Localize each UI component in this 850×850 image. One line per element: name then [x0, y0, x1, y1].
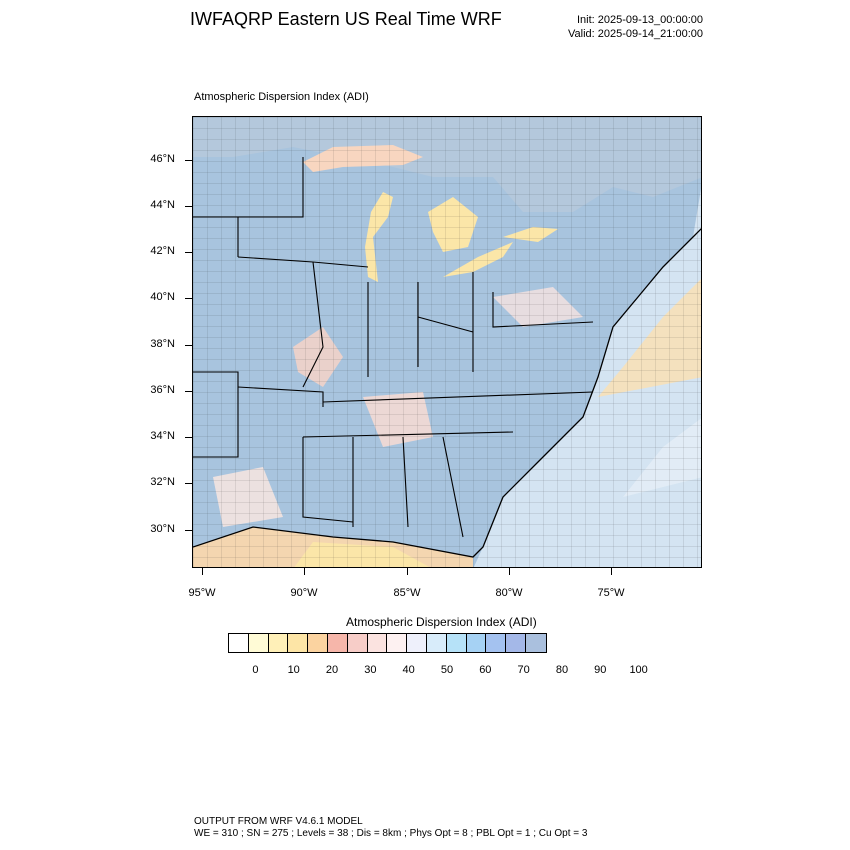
lon-label: 75°W	[597, 587, 625, 599]
colorbar-title: Atmospheric Dispersion Index (ADI)	[346, 615, 537, 629]
lat-tick	[185, 483, 192, 484]
colorbar-swatch	[327, 634, 348, 652]
lat-tick	[185, 252, 192, 253]
lon-tick	[611, 568, 612, 575]
colorbar-swatch	[268, 634, 289, 652]
lat-label: 32°N	[150, 476, 175, 488]
lat-tick	[185, 530, 192, 531]
lon-tick	[407, 568, 408, 575]
colorbar-swatch	[248, 634, 269, 652]
lat-label: 44°N	[150, 199, 175, 211]
lat-tick	[185, 437, 192, 438]
colorbar-label: 80	[555, 664, 569, 676]
colorbar-swatch	[367, 634, 388, 652]
colorbar-swatch	[229, 634, 249, 652]
init-time: Init: 2025-09-13_00:00:00	[577, 14, 703, 26]
lat-tick	[185, 160, 192, 161]
footer-line-1: OUTPUT FROM WRF V4.6.1 MODEL	[194, 816, 363, 827]
county-lines	[193, 117, 701, 567]
lat-tick	[185, 298, 192, 299]
time-info: Init: 2025-09-13_00:00:00 Valid: 2025-09…	[568, 13, 703, 41]
colorbar-label: 90	[594, 664, 607, 676]
colorbar-label: 50	[440, 664, 454, 676]
lat-label: 34°N	[150, 430, 175, 442]
lat-label: 46°N	[150, 153, 175, 165]
lat-label: 40°N	[150, 291, 175, 303]
lat-label: 36°N	[150, 384, 175, 396]
colorbar-label: 70	[517, 664, 530, 676]
lat-tick	[185, 206, 192, 207]
colorbar-swatch	[288, 634, 309, 652]
colorbar-label: 10	[287, 664, 300, 676]
lat-tick	[185, 391, 192, 392]
lat-label: 30°N	[150, 523, 175, 535]
colorbar-swatch	[387, 634, 408, 652]
coastline	[193, 228, 701, 558]
lon-label: 95°W	[188, 587, 216, 599]
colorbar-swatch	[446, 634, 467, 652]
valid-time: Valid: 2025-09-14_21:00:00	[568, 28, 703, 40]
colorbar-swatch	[506, 634, 526, 652]
map-panel	[192, 116, 702, 568]
lon-label: 85°W	[393, 587, 421, 599]
colorbar-label: 100	[629, 664, 648, 676]
colorbar-label: 20	[325, 664, 339, 676]
lon-tick	[509, 568, 510, 575]
colorbar-swatch	[347, 634, 368, 652]
colorbar-label: 0	[252, 664, 259, 676]
plot-label: Atmospheric Dispersion Index (ADI)	[194, 91, 369, 103]
colorbar-swatch	[308, 634, 328, 652]
lon-label: 90°W	[290, 587, 318, 599]
map-title: IWFAQRP Eastern US Real Time WRF	[190, 9, 502, 29]
colorbar-label: 40	[402, 664, 415, 676]
footer-line-2: WE = 310 ; SN = 275 ; Levels = 38 ; Dis …	[194, 828, 588, 839]
lon-tick	[304, 568, 305, 575]
state-boundaries	[193, 157, 594, 538]
lat-label: 42°N	[150, 245, 175, 257]
colorbar-swatch	[486, 634, 507, 652]
colorbar-swatch	[426, 634, 447, 652]
colorbar-label: 30	[364, 664, 377, 676]
adi-map	[193, 117, 701, 567]
colorbar-swatch	[466, 634, 487, 652]
colorbar-label: 60	[479, 664, 492, 676]
lat-tick	[185, 345, 192, 346]
lon-tick	[202, 568, 203, 575]
lon-label: 80°W	[495, 587, 523, 599]
colorbar	[228, 633, 547, 653]
colorbar-swatch	[525, 634, 546, 652]
model-footer: OUTPUT FROM WRF V4.6.1 MODEL WE = 310 ; …	[194, 816, 587, 840]
lat-label: 38°N	[150, 338, 175, 350]
colorbar-swatch	[407, 634, 427, 652]
